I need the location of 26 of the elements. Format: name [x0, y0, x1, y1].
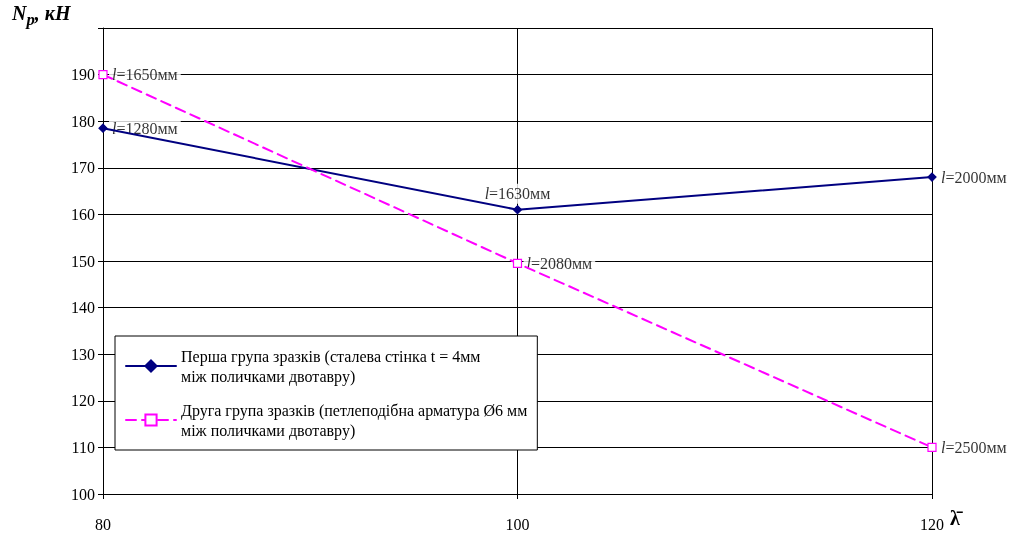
y-tick-label: 170 [71, 159, 95, 177]
y-tick-label: 100 [71, 485, 95, 503]
annotation: l=1630мм [484, 185, 551, 203]
y-tick-label: 190 [71, 66, 95, 84]
y-tick-label: 110 [71, 438, 95, 456]
y-tick-label: 120 [71, 392, 95, 410]
legend-label: Друга група зразків (петлеподібна арматура Ø6 мм між поличками двотавру) [181, 401, 528, 440]
y-tick-label: 150 [71, 252, 95, 270]
point [927, 172, 937, 182]
legend-label: Перша група зразків (сталева стінка t = 4мм між поличками двотавру) [181, 347, 481, 386]
point [927, 442, 937, 452]
point [512, 258, 523, 268]
y-tick-label: 160 [71, 205, 95, 223]
y-tick-label: 130 [71, 345, 95, 363]
annotation: l=2000мм [941, 168, 1007, 186]
x-tick-label: 120 [920, 515, 944, 533]
point [512, 205, 523, 215]
x-axis-title: λ̄ [950, 507, 964, 529]
x-tick-label: 80 [95, 515, 111, 533]
point [98, 70, 108, 80]
annotation: l=1650мм [112, 66, 178, 84]
x-tick-label: 100 [505, 515, 530, 533]
annotation: l=2500мм [941, 438, 1007, 456]
y-tick-label: 180 [71, 112, 95, 130]
y-axis-title: N$_{p}$, кН [12, 2, 71, 30]
y-tick-label: 140 [71, 299, 95, 317]
